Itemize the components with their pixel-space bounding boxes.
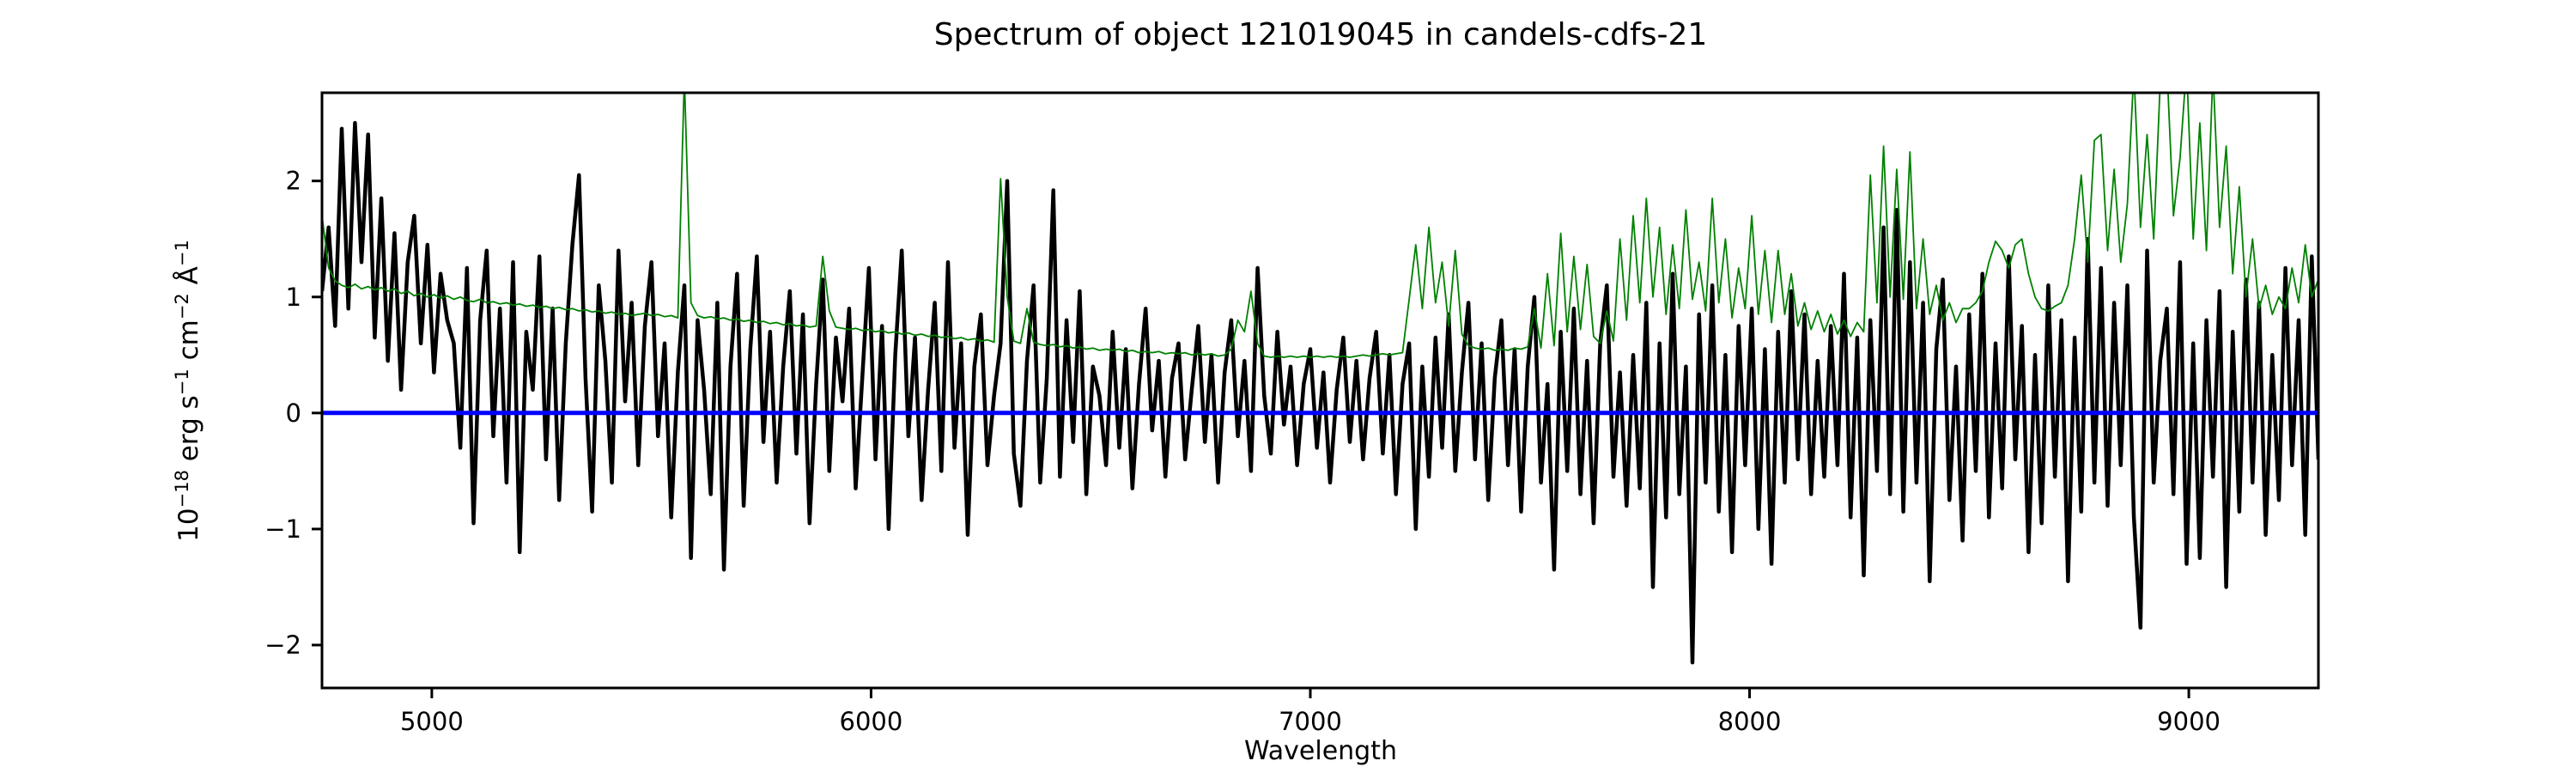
plot-area [322, 93, 2318, 665]
x-axis-label: Wavelength [1244, 736, 1397, 766]
x-tick-label: 9000 [2157, 707, 2221, 736]
y-tick-label: 2 [286, 167, 301, 196]
y-tick-label: 0 [286, 399, 301, 428]
y-tick-label: −2 [264, 630, 301, 660]
x-tick-label: 8000 [1718, 707, 1782, 736]
y-tick-label: 1 [286, 283, 301, 312]
observed-spectrum-line [322, 120, 2318, 665]
x-tick-label: 7000 [1279, 707, 1342, 736]
x-tick-label: 6000 [840, 707, 903, 736]
chart-title: Spectrum of object 121019045 in candels-… [934, 17, 1708, 52]
y-tick-label: −1 [264, 514, 301, 544]
x-tick-label: 5000 [400, 707, 464, 736]
axes: 5000 6000 7000 8000 9000 2 1 0 −1 −2 [264, 91, 2320, 736]
noise-spectrum-line [322, 93, 2318, 358]
y-axis-label: 10−18 erg s−1 cm−2 Å−1 [172, 240, 204, 542]
axes-frame [320, 91, 2320, 690]
